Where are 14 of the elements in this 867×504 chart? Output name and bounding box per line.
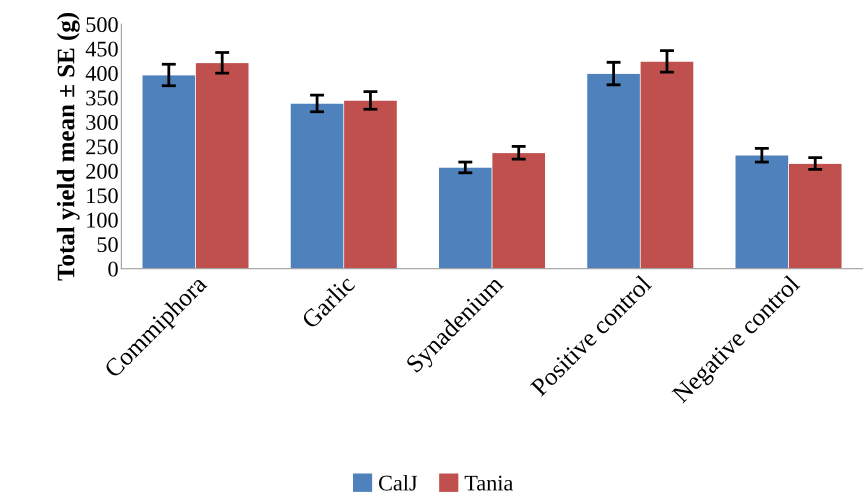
y-tick-label: 450 bbox=[86, 42, 118, 57]
y-tick-label: 0 bbox=[108, 262, 118, 277]
legend-label: Tania bbox=[464, 476, 514, 491]
y-tick-label: 100 bbox=[87, 212, 118, 228]
y-tick-label: 150 bbox=[87, 188, 118, 204]
y-tick-label: 50 bbox=[98, 237, 118, 252]
y-tick-label: 500 bbox=[86, 17, 118, 32]
legend-label: CalJ bbox=[379, 474, 418, 491]
y-axis-title: Total yield mean ± SE (g) bbox=[56, 12, 80, 281]
y-tick-label: 350 bbox=[86, 90, 118, 106]
y-tick-label: 400 bbox=[86, 66, 118, 82]
y-tick-label: 250 bbox=[86, 139, 118, 154]
y-tick-label: 300 bbox=[86, 114, 118, 130]
y-tick-label: 200 bbox=[86, 164, 118, 179]
